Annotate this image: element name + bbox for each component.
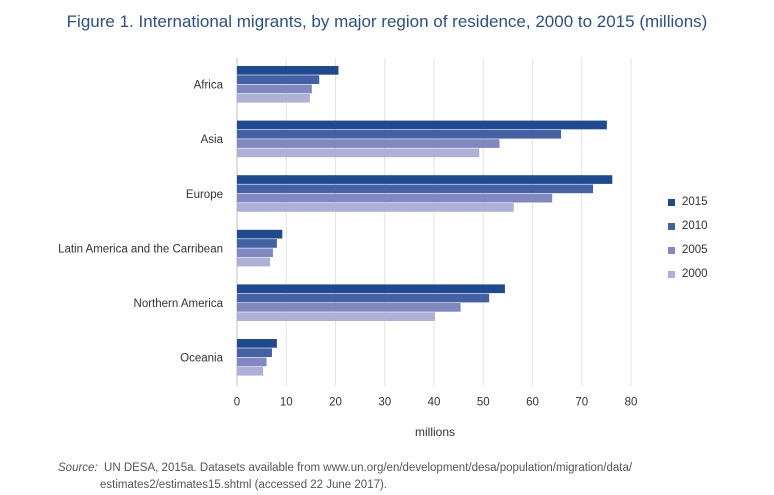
legend-label: 2015 bbox=[682, 196, 708, 208]
category-label: Asia bbox=[201, 134, 224, 146]
legend-label: 2010 bbox=[682, 220, 708, 232]
bar-2010 bbox=[237, 129, 562, 139]
x-tick-label: 40 bbox=[428, 397, 441, 409]
bar-2000 bbox=[237, 312, 435, 321]
source-text-continued: estimates2/estimates15.shtml (accessed 2… bbox=[100, 479, 388, 491]
legend-item: 2000 bbox=[668, 262, 708, 286]
source-label: Source: bbox=[58, 462, 98, 474]
chart-title: Figure 1. International migrants, by maj… bbox=[66, 12, 708, 31]
bar-2005 bbox=[237, 248, 273, 258]
bar-2005 bbox=[237, 357, 267, 367]
bar-2000 bbox=[237, 203, 514, 212]
bar-2015 bbox=[237, 66, 339, 75]
bar-2010 bbox=[237, 239, 277, 248]
bar-2000 bbox=[237, 366, 264, 376]
bar-2015 bbox=[237, 229, 283, 239]
bar-2005 bbox=[237, 193, 553, 203]
x-tick-label: 30 bbox=[378, 397, 391, 409]
bar-2000 bbox=[237, 148, 480, 158]
legend-item: 2005 bbox=[668, 238, 708, 262]
bar-2010 bbox=[237, 75, 320, 84]
category-label: Africa bbox=[194, 80, 224, 92]
x-axis-label: millions bbox=[414, 425, 455, 439]
legend-label: 2000 bbox=[682, 268, 708, 280]
category-label: Latin America and the Carribean bbox=[58, 243, 223, 255]
x-tick-label: 50 bbox=[477, 397, 490, 409]
legend-swatch bbox=[668, 198, 675, 206]
x-tick-label: 10 bbox=[280, 397, 293, 409]
legend-label: 2005 bbox=[682, 244, 708, 256]
legend-swatch bbox=[668, 270, 675, 278]
legend-item: 2010 bbox=[668, 214, 708, 238]
legend-item: 2015 bbox=[668, 190, 708, 214]
category-label: Oceania bbox=[180, 353, 223, 365]
legend: 2015 2010 2005 2000 bbox=[668, 190, 708, 286]
bar-2015 bbox=[237, 284, 505, 294]
x-tick-label: 20 bbox=[329, 397, 342, 409]
category-label: Northern America bbox=[134, 298, 224, 310]
legend-swatch bbox=[668, 246, 675, 254]
bar-2005 bbox=[237, 303, 461, 312]
x-tick-label: 70 bbox=[575, 397, 588, 409]
x-tick-label: 60 bbox=[526, 397, 539, 409]
bar-2010 bbox=[237, 293, 490, 303]
bar-2005 bbox=[237, 139, 500, 148]
bar-2015 bbox=[237, 120, 607, 130]
bar-2000 bbox=[237, 93, 310, 103]
bar-2015 bbox=[237, 175, 613, 184]
category-label: Europe bbox=[186, 189, 223, 201]
bar-2010 bbox=[237, 184, 594, 194]
bar-2005 bbox=[237, 84, 312, 94]
x-tick-label: 0 bbox=[234, 397, 240, 409]
legend-swatch bbox=[668, 222, 675, 230]
bar-2015 bbox=[237, 339, 277, 348]
x-tick-label: 80 bbox=[625, 397, 638, 409]
source-text: UN DESA, 2015a. Datasets available from … bbox=[104, 462, 633, 474]
bar-2000 bbox=[237, 257, 270, 267]
bar-2010 bbox=[237, 348, 272, 357]
source-note: Source: UN DESA, 2015a. Datasets availab… bbox=[58, 460, 718, 494]
